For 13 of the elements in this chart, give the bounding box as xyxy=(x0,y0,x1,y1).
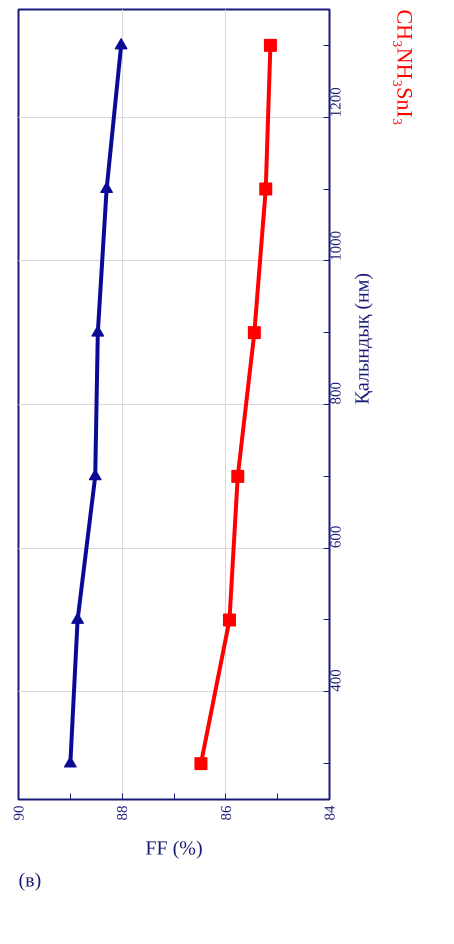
text: CH₃NH₃SnI₃ xyxy=(392,10,418,126)
y-tick-label: 800 xyxy=(328,382,344,404)
x-axis-title: FF (%) xyxy=(145,838,203,860)
y-tick-label: 400 xyxy=(328,669,344,692)
x-tick-label: 88 xyxy=(115,806,132,820)
y-axis-title: Қалындық (нм) xyxy=(352,272,374,404)
x-tick-label: 90 xyxy=(12,806,28,820)
text: (в) xyxy=(18,870,42,892)
y-tick-label: 600 xyxy=(328,526,344,548)
x-tick-label: 84 xyxy=(322,805,338,820)
y-tick-label: 1000 xyxy=(328,230,344,261)
x-tick-label: 86 xyxy=(218,805,235,820)
y-tick-label: 1200 xyxy=(328,87,344,118)
